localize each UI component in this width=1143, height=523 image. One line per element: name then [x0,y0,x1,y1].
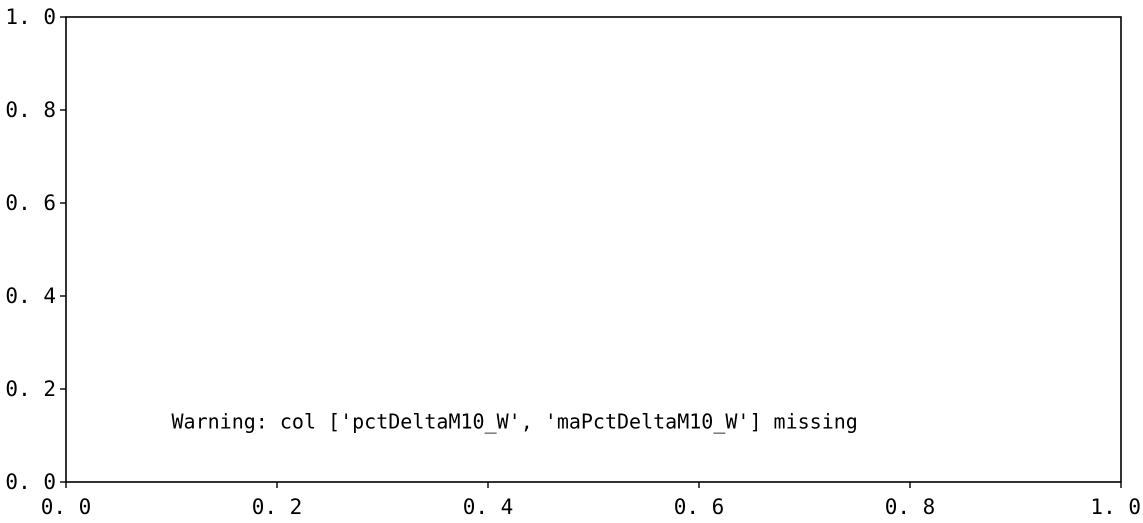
y-axis-ticks: 0. 0 0. 2 0. 4 0. 6 0. 8 1. 0 [5,5,66,494]
axes-frame [65,16,1122,483]
annotations: Warning: col ['pctDeltaM10_W', 'maPctDel… [172,410,858,434]
plot-area-frame [65,16,1122,483]
y-tick-label: 0. 0 [5,470,56,494]
y-tick-label: 0. 2 [5,377,56,401]
y-tick-label: 0. 8 [5,98,56,122]
y-tick-label: 1. 0 [5,5,56,29]
warning-annotation: Warning: col ['pctDeltaM10_W', 'maPctDel… [172,410,858,434]
x-tick-label: 0. 4 [463,495,514,519]
y-tick-label: 0. 6 [5,191,56,215]
x-axis-ticks: 0. 0 0. 2 0. 4 0. 6 0. 8 1. 0 [41,482,1141,519]
y-tick-label: 0. 4 [5,284,56,308]
x-tick-label: 0. 0 [41,495,92,519]
x-tick-label: 0. 6 [674,495,725,519]
x-tick-label: 1. 0 [1090,495,1141,519]
x-tick-label: 0. 2 [252,495,303,519]
x-tick-label: 0. 8 [885,495,936,519]
